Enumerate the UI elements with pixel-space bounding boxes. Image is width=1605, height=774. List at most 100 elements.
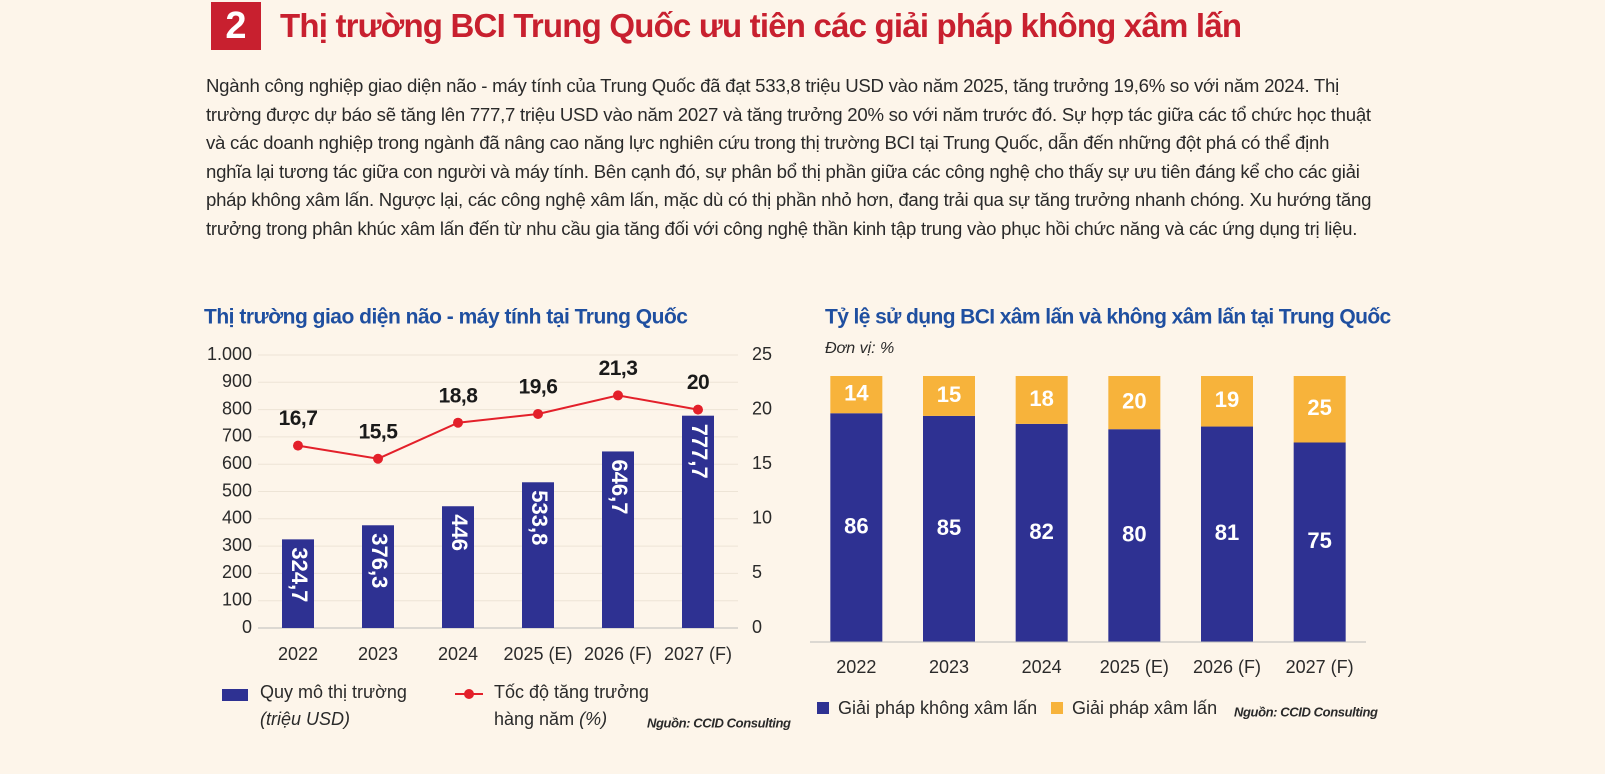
line-marker: [693, 404, 703, 415]
y-tick-label: 600: [222, 453, 252, 473]
x-tick-label: 2025 (E): [503, 644, 572, 664]
legend-swatch: [222, 689, 248, 701]
legend-label: Quy mô thị trường: [260, 682, 407, 702]
x-tick-label: 2026 (F): [1193, 657, 1261, 677]
source: Nguồn: CCID Consulting: [1234, 704, 1378, 719]
segment-value-label: 20: [1122, 388, 1146, 413]
segment-value-label: 80: [1122, 521, 1146, 546]
segment-value-label: 85: [937, 515, 961, 540]
bar-segment: [1108, 376, 1161, 430]
y-tick-label: 100: [222, 589, 252, 609]
bar-segment: [1201, 426, 1253, 642]
y-tick-label: 1.000: [207, 344, 252, 364]
line-value-label: 20: [687, 371, 709, 394]
line-marker: [373, 453, 383, 464]
y2-tick-label: 20: [752, 398, 772, 418]
x-tick-label: 2025 (E): [1100, 657, 1169, 677]
x-tick-label: 2026 (F): [584, 644, 652, 664]
y-tick-label: 400: [222, 508, 252, 528]
chart-subtitle: Đơn vị: %: [825, 340, 894, 357]
legend-swatch: [817, 702, 829, 714]
segment-value-label: 19: [1215, 387, 1239, 412]
y2-tick-label: 10: [752, 508, 772, 528]
legend-label: Giải pháp không xâm lấn: [838, 698, 1037, 718]
y-tick-label: 500: [222, 480, 252, 500]
segment-value-label: 15: [937, 382, 961, 407]
bar-segment: [923, 376, 975, 416]
bar: [602, 451, 634, 628]
chart-title: Thị trường giao diện não - máy tính tại …: [204, 306, 688, 329]
segment-value-label: 82: [1029, 519, 1053, 544]
bar-segment: [830, 376, 883, 414]
y-tick-label: 700: [222, 426, 252, 446]
bar-segment: [923, 415, 975, 642]
bar-segment: [830, 413, 883, 642]
line-value-label: 18,8: [439, 384, 479, 407]
line-value-label: 21,3: [599, 357, 638, 380]
legend-label: Tốc độ tăng trưởng hàng năm: [494, 682, 649, 729]
section-number: 2: [211, 2, 261, 50]
bar-segment: [1015, 423, 1068, 642]
legend-swatch: [1051, 702, 1063, 714]
source: Nguồn: CCID Consulting: [647, 715, 791, 730]
y-tick-label: 900: [222, 371, 252, 391]
y-tick-label: 200: [222, 562, 252, 582]
bar: [522, 482, 554, 628]
bar-value-label: 446: [447, 514, 472, 551]
legend-unit: (%): [579, 709, 608, 729]
segment-value-label: 14: [844, 380, 869, 405]
bar-value-label: 646,7: [607, 459, 632, 514]
segment-value-label: 81: [1215, 520, 1239, 545]
x-tick-label: 2027 (F): [1286, 657, 1354, 677]
y2-tick-label: 15: [752, 453, 772, 473]
legend-marker: [464, 689, 474, 699]
x-tick-label: 2022: [278, 644, 318, 664]
segment-value-label: 25: [1307, 395, 1331, 420]
bar-value-label: 376,3: [367, 533, 392, 588]
bar: [282, 539, 314, 628]
line-marker: [293, 440, 303, 451]
x-tick-label: 2024: [1022, 657, 1062, 677]
line-marker: [613, 390, 623, 401]
bar-value-label: 324,7: [287, 547, 312, 602]
x-tick-label: 2022: [836, 657, 876, 677]
line-marker: [453, 417, 463, 428]
y2-tick-label: 0: [752, 617, 762, 637]
bar-segment: [1293, 376, 1346, 443]
y2-tick-label: 25: [752, 344, 772, 364]
line-value-label: 15,5: [359, 420, 399, 443]
y-tick-label: 0: [242, 617, 252, 637]
legend-unit: (triệu USD): [260, 709, 351, 729]
bar: [682, 415, 714, 628]
line-marker: [533, 408, 543, 419]
bar: [362, 525, 394, 628]
legend-label: Giải pháp xâm lấn: [1072, 698, 1217, 718]
bar-segment: [1015, 376, 1068, 424]
section-title: Thị trường BCI Trung Quốc ưu tiên các gi…: [280, 7, 1242, 44]
y-tick-label: 300: [222, 535, 252, 555]
bar-segment: [1201, 376, 1253, 427]
bar-segment: [1293, 442, 1346, 642]
y-tick-label: 800: [222, 398, 252, 418]
segment-value-label: 75: [1307, 528, 1331, 553]
line-value-label: 16,7: [279, 407, 318, 430]
x-tick-label: 2027 (F): [664, 644, 732, 664]
legend-item: Quy mô thị trường (triệu USD): [260, 679, 435, 733]
bar: [442, 506, 474, 628]
bar-value-label: 533,8: [527, 490, 552, 545]
x-tick-label: 2024: [438, 644, 478, 664]
x-tick-label: 2023: [929, 657, 969, 677]
segment-value-label: 86: [844, 513, 868, 538]
line: [297, 394, 699, 460]
line-value-label: 19,6: [519, 376, 558, 399]
bar-segment: [1108, 429, 1161, 642]
y2-tick-label: 5: [752, 562, 762, 582]
segment-value-label: 18: [1029, 386, 1053, 411]
legend-item: Tốc độ tăng trưởng hàng năm (%): [494, 679, 674, 733]
chart-title: Tỷ lệ sử dụng BCI xâm lấn và không xâm l…: [825, 306, 1392, 329]
paragraph: Ngành công nghiệp giao diện não - máy tí…: [206, 75, 1372, 239]
x-tick-label: 2023: [358, 644, 398, 664]
bar-value-label: 777,7: [687, 424, 712, 479]
